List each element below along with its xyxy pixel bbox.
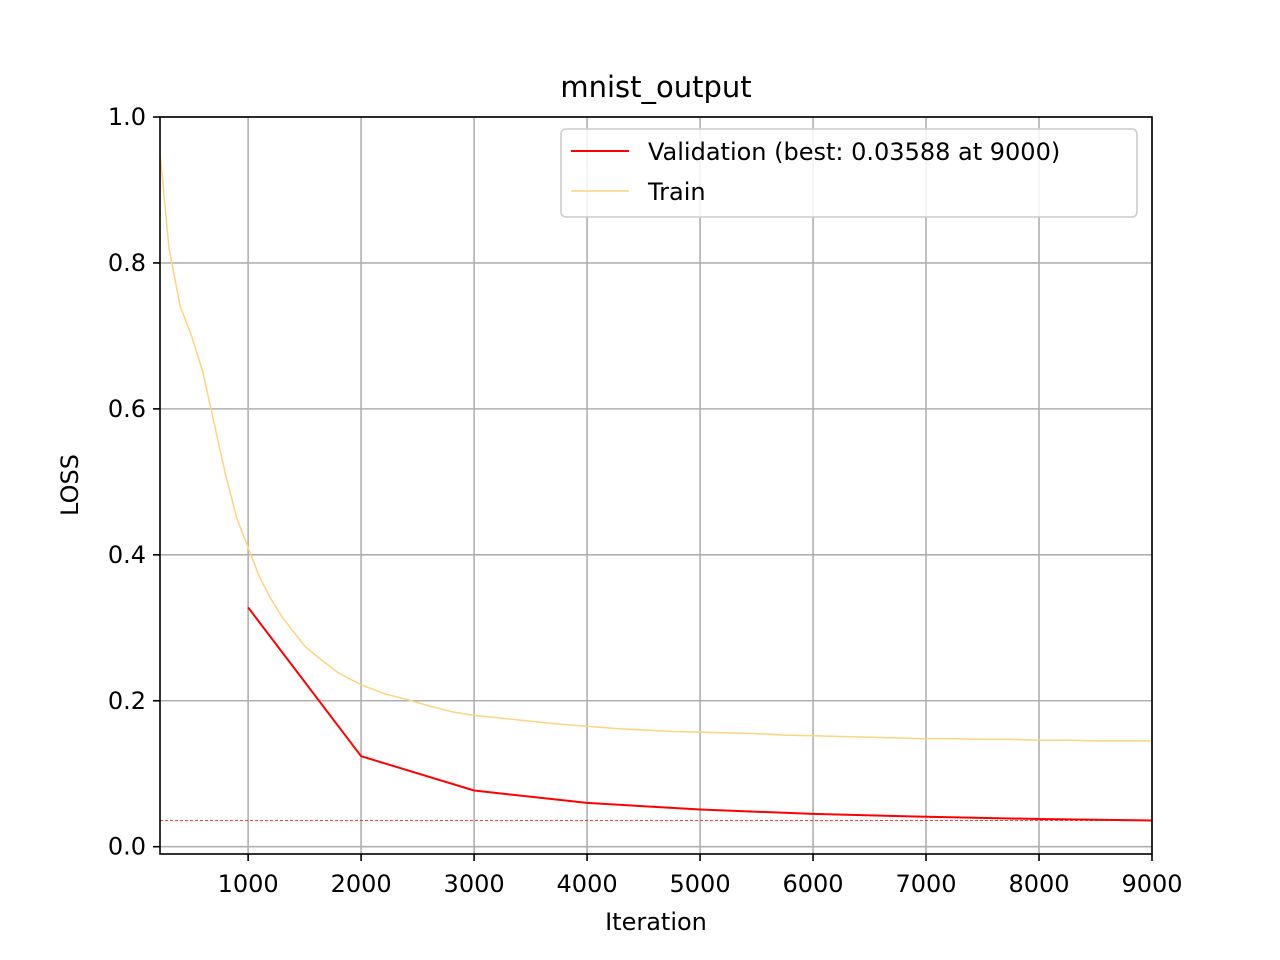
y-tick-label: 1.0 — [108, 103, 146, 131]
x-tick-label: 4000 — [557, 870, 618, 898]
legend-label-validation: Validation (best: 0.03588 at 9000) — [648, 138, 1060, 166]
legend: Validation (best: 0.03588 at 9000) Train — [560, 128, 1138, 218]
x-tick-label: 1000 — [218, 870, 279, 898]
legend-label-train: Train — [647, 178, 706, 206]
y-tick-label: 0.6 — [108, 395, 146, 423]
train-line — [159, 153, 1152, 742]
y-tick-label: 0.0 — [108, 833, 146, 861]
x-tick-label: 8000 — [1008, 870, 1069, 898]
y-axis-ticks: 0.0 0.2 0.4 0.6 0.8 1.0 — [108, 103, 160, 861]
chart-title: mnist_output — [560, 70, 751, 104]
plot-background — [160, 117, 1152, 854]
validation-line — [247, 606, 1153, 822]
y-tick-label: 0.4 — [108, 541, 146, 569]
plot-frame — [159, 116, 1153, 855]
x-tick-label: 9000 — [1121, 870, 1182, 898]
x-tick-label: 5000 — [670, 870, 731, 898]
x-tick-label: 3000 — [444, 870, 505, 898]
x-tick-label: 7000 — [895, 870, 956, 898]
x-axis-ticks: 1000 2000 3000 4000 5000 6000 7000 8000 9000 — [218, 854, 1183, 898]
y-tick-label: 0.2 — [108, 687, 146, 715]
x-tick-label: 6000 — [783, 870, 844, 898]
series-lines — [159, 153, 1153, 822]
grid — [160, 116, 1153, 854]
legend-box — [560, 128, 1138, 218]
x-tick-label: 2000 — [331, 870, 392, 898]
y-tick-label: 0.8 — [108, 249, 146, 277]
y-axis-label: LOSS — [56, 454, 84, 516]
x-axis-label: Iteration — [605, 908, 707, 936]
